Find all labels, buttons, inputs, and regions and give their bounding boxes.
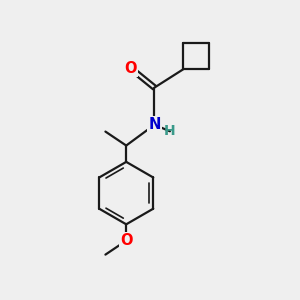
Text: O: O — [124, 61, 137, 76]
Text: O: O — [120, 233, 133, 248]
Text: H: H — [164, 124, 176, 138]
Text: N: N — [148, 117, 160, 132]
